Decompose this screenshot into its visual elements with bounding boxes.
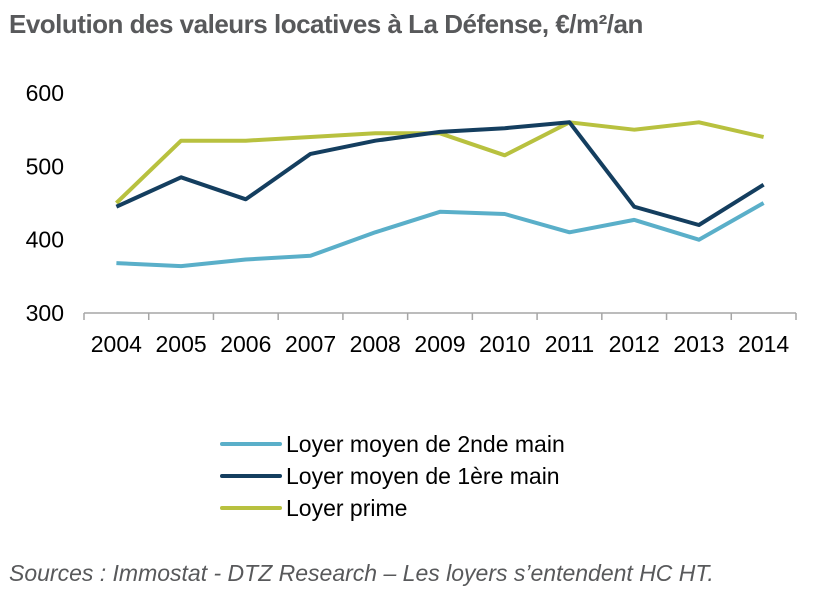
y-tick-label: 600 [26, 80, 64, 106]
y-tick-label: 400 [26, 227, 64, 253]
legend-label: Loyer moyen de 2nde main [286, 430, 565, 457]
legend-swatch [220, 506, 282, 510]
x-tick-label: 2005 [156, 331, 207, 357]
legend-swatch [220, 474, 282, 478]
legend-item-prime: Loyer prime [220, 492, 565, 524]
legend-label: Loyer prime [286, 494, 408, 521]
x-tick-label: 2008 [350, 331, 401, 357]
x-tick-label: 2010 [479, 331, 530, 357]
y-tick-label: 300 [26, 300, 64, 326]
x-tick-label: 2013 [673, 331, 724, 357]
series-line-1 [115, 120, 765, 227]
x-tick-label: 2004 [91, 331, 142, 357]
x-axis: 2004 2005 2006 2007 2008 2009 2010 2011 2012 2013… [83, 312, 797, 357]
series-line-2 [115, 120, 765, 205]
legend-swatch [220, 442, 282, 446]
legend: Loyer moyen de 2nde main Loyer moyen de … [220, 428, 565, 524]
legend-item-2nde-main: Loyer moyen de 2nde main [220, 428, 565, 460]
y-tick-label: 500 [26, 153, 64, 179]
chart-title: Evolution des valeurs locatives à La Déf… [9, 9, 643, 39]
x-tick-label: 2009 [414, 331, 465, 357]
source-note: Sources : Immostat - DTZ Research – Les … [9, 560, 714, 586]
legend-item-1ere-main: Loyer moyen de 1ère main [220, 460, 565, 492]
x-tick-label: 2006 [220, 331, 271, 357]
series-group [115, 120, 765, 269]
line-chart: 300 400 500 600 2004 2005 2006 2007 2008 2009 201… [26, 80, 797, 357]
legend-label: Loyer moyen de 1ère main [286, 462, 560, 489]
y-axis: 300 400 500 600 [26, 80, 64, 326]
x-tick-label: 2012 [609, 331, 660, 357]
x-tick-label: 2011 [545, 331, 594, 357]
x-tick-label: 2014 [738, 331, 789, 357]
series-line-0 [116, 201, 765, 269]
x-tick-label: 2007 [285, 331, 336, 357]
